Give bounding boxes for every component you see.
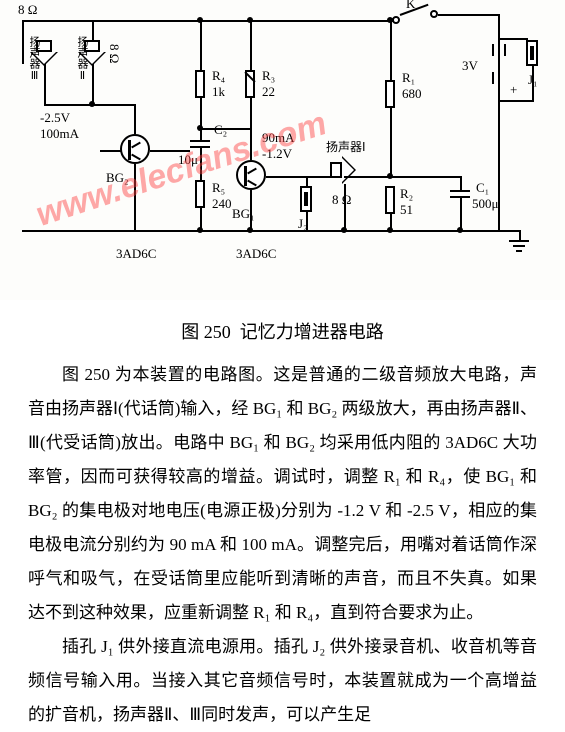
label-c2-val: 10μ: [178, 152, 198, 168]
caption-number: 图 250: [181, 322, 231, 342]
label-bg2: BG₂: [106, 170, 129, 186]
article-body: 图 250 为本装置的电路图。这是普通的二级音频放大电路，声音由扬声器Ⅰ(代话筒…: [0, 358, 565, 732]
label-r2-val: 51: [400, 202, 413, 218]
label-r2: R₂: [400, 186, 413, 202]
label-type-3ad6c-2: 3AD6C: [236, 246, 276, 262]
circuit-diagram: K 3V + J₁ 8 Ω 扬声器Ⅲ 扬声器Ⅱ 8 Ω -2.5V 100mA …: [0, 0, 565, 300]
label-bg1: BG₁: [232, 206, 255, 222]
figure-caption: 图 250 记忆力增进器电路: [0, 318, 565, 344]
watermark-text: www.elecfans.com: [31, 104, 331, 235]
label-neg25v: -2.5V: [40, 110, 70, 126]
label-r3-val: 22: [262, 84, 275, 100]
label-r4-val: 1k: [212, 84, 225, 100]
ground-symbol: [509, 240, 529, 254]
label-battery: 3V: [462, 58, 478, 74]
label-r1-val: 680: [402, 86, 422, 102]
jack-j2: [300, 186, 312, 212]
transistor-bg2: [120, 134, 150, 164]
label-k: K: [406, 0, 415, 12]
paragraph-1: 图 250 为本装置的电路图。这是普通的二级音频放大电路，声音由扬声器Ⅰ(代话筒…: [28, 358, 537, 630]
label-r3: R₃: [262, 68, 275, 84]
switch-k-terminal-2: [430, 10, 438, 18]
label-8ohm-mid: 8 Ω: [106, 44, 122, 63]
label-r1: R₁: [402, 70, 415, 86]
paragraph-2: 插孔 J₁ 供外接直流电源用。插孔 J₂ 供外接录音机、收音机等音频信号输入用。…: [28, 630, 537, 732]
transistor-bg1: [236, 160, 266, 190]
label-r5-val: 240: [212, 196, 232, 212]
label-100ma: 100mA: [40, 126, 79, 142]
label-r5: R₅: [212, 180, 225, 196]
resistor-r4: [195, 70, 205, 98]
label-c1: C₁: [476, 180, 489, 196]
resistor-r1: [385, 80, 395, 108]
label-neg12v: -1.2V: [262, 146, 292, 162]
label-8ohm-r: 8 Ω: [332, 192, 351, 208]
label-r4: R₄: [212, 68, 225, 84]
caption-title: 记忆力增进器电路: [240, 322, 384, 342]
label-c2: C₂: [214, 122, 227, 138]
label-90ma: 90mA: [262, 130, 295, 146]
label-c1-val: 500μ: [472, 196, 498, 212]
switch-k-terminal: [392, 16, 400, 24]
label-type-3ad6c-1: 3AD6C: [116, 246, 156, 262]
label-speaker1: 扬声器Ⅰ: [326, 138, 366, 155]
label-8ohm-left: 8 Ω: [18, 2, 37, 18]
jack-j1: [526, 40, 538, 66]
resistor-r2: [385, 186, 395, 214]
label-speaker3: 扬声器Ⅲ: [26, 36, 42, 82]
resistor-r5: [195, 180, 205, 208]
speaker-1: [330, 156, 358, 184]
label-speaker2: 扬声器Ⅱ: [74, 36, 90, 82]
